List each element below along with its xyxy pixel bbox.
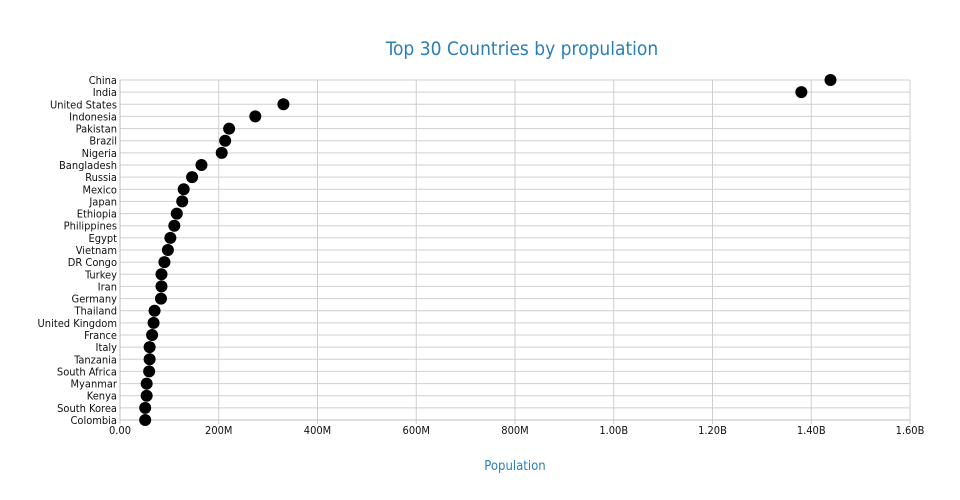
data-point[interactable] — [795, 86, 808, 99]
data-point[interactable] — [277, 98, 290, 111]
y-tick-label: Turkey — [84, 268, 117, 281]
data-point[interactable] — [148, 304, 161, 317]
data-point[interactable] — [139, 401, 152, 414]
x-tick-label: 0.00 — [109, 424, 131, 437]
data-point[interactable] — [186, 171, 199, 184]
x-tick-label: 200M — [205, 424, 232, 437]
y-tick-label: Brazil — [89, 135, 117, 148]
y-tick-label: South Africa — [57, 365, 117, 378]
x-axis-title: Population — [484, 459, 545, 474]
y-tick-label: Philippines — [64, 220, 117, 233]
data-point[interactable] — [147, 316, 160, 329]
y-tick-label: India — [93, 86, 117, 99]
y-tick-label: Italy — [96, 341, 118, 354]
y-tick-label: United Kingdom — [38, 317, 117, 330]
data-point[interactable] — [170, 207, 183, 220]
data-point[interactable] — [824, 74, 837, 86]
x-tick-label: 1.00B — [599, 424, 628, 437]
y-tick-label: Iran — [98, 280, 117, 293]
data-point[interactable] — [143, 353, 156, 366]
data-point[interactable] — [155, 280, 168, 293]
x-tick-label: 800M — [501, 424, 528, 437]
data-point[interactable] — [168, 219, 181, 232]
y-tick-label: Tanzania — [73, 353, 117, 366]
y-tick-label: France — [84, 329, 117, 342]
y-tick-label: Pakistan — [76, 123, 117, 136]
data-point[interactable] — [154, 292, 167, 305]
axis-layer — [119, 80, 910, 421]
data-point[interactable] — [140, 389, 153, 402]
y-tick-label: Kenya — [87, 390, 117, 403]
data-point[interactable] — [215, 146, 228, 159]
data-point[interactable] — [164, 231, 177, 244]
data-point[interactable] — [143, 365, 156, 378]
y-tick-label: Russia — [85, 171, 117, 184]
y-tick-label: Egypt — [88, 232, 117, 245]
x-tick-label: 1.20B — [698, 424, 727, 437]
x-tick-label: 400M — [304, 424, 331, 437]
data-point[interactable] — [155, 268, 168, 281]
y-tick-label: Thailand — [73, 305, 117, 318]
data-point[interactable] — [249, 110, 262, 123]
grid-layer — [119, 79, 911, 424]
x-tick-label: 1.40B — [797, 424, 826, 437]
y-tick-label: Colombia — [70, 414, 117, 427]
x-axis-labels: 0.00 200M 400M 600M 800M 1.00B 1.20B 1.40B 1.60B — [109, 424, 925, 437]
y-tick-label: United States — [50, 98, 117, 111]
data-point[interactable] — [143, 341, 156, 354]
data-point[interactable] — [140, 377, 153, 390]
y-tick-label: DR Congo — [68, 256, 117, 269]
data-point[interactable] — [161, 244, 174, 256]
y-tick-label: Mexico — [82, 183, 117, 196]
chart-title: Top 30 Countries by propulation — [385, 38, 658, 60]
data-point[interactable] — [177, 183, 190, 196]
data-point[interactable] — [176, 195, 189, 208]
data-points — [139, 74, 837, 426]
data-point[interactable] — [195, 159, 208, 171]
data-point[interactable] — [146, 329, 159, 341]
y-tick-label: Germany — [72, 293, 118, 306]
y-tick-label: Vietnam — [76, 244, 117, 257]
y-tick-label: Bangladesh — [59, 159, 117, 172]
y-tick-label: South Korea — [57, 402, 117, 415]
x-tick-label: 600M — [403, 424, 430, 437]
data-point[interactable] — [158, 256, 171, 269]
y-tick-label: Nigeria — [82, 147, 117, 160]
y-tick-label: Indonesia — [69, 110, 117, 123]
data-point[interactable] — [139, 414, 152, 426]
y-tick-label: Japan — [88, 195, 117, 208]
x-tick-label: 1.60B — [896, 424, 925, 437]
data-point[interactable] — [219, 134, 232, 147]
y-tick-label: Ethiopia — [77, 208, 117, 221]
y-tick-label: China — [89, 74, 117, 87]
y-tick-label: Myanmar — [70, 378, 117, 391]
data-point[interactable] — [223, 122, 236, 135]
